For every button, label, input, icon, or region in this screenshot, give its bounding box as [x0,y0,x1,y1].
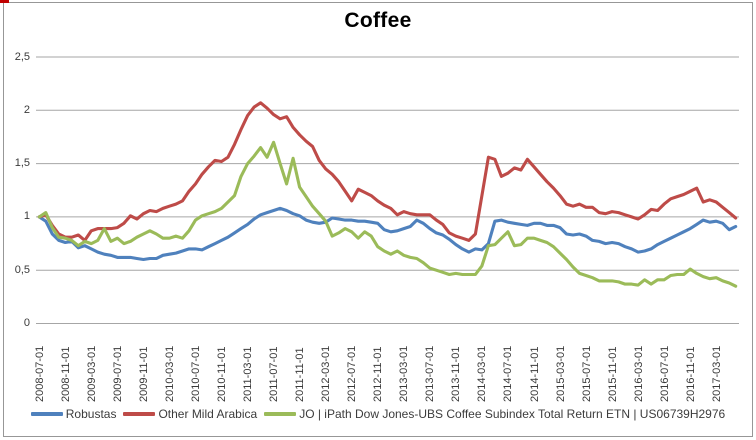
y-axis-tick-label: 1,5 [14,157,30,170]
x-axis-tick-label: 2010-11-01 [216,346,228,402]
x-axis-tick-label: 2010-07-01 [190,345,202,402]
x-axis-tick-label: 2017-03-01 [710,345,723,402]
y-axis-tick-label: 1 [23,210,30,223]
legend-item-1: Other Mild Arabica [123,407,257,421]
y-axis-tick-label: 0 [23,317,30,329]
x-axis-tick-label: 2011-07-01 [268,346,281,402]
y-axis-tick-label: 2,5 [14,50,30,63]
x-axis-tick-label: 2016-03-01 [632,345,645,402]
x-axis-tick-label: 2014-07-01 [502,345,515,402]
x-axis-tick-label: 2014-11-01 [528,346,541,402]
x-axis-tick-label: 2016-11-01 [684,346,697,402]
x-axis-tick-label: 2009-03-01 [85,345,98,402]
x-axis-tick-label: 2009-11-01 [137,346,150,402]
legend-label: Robustas [65,407,117,421]
legend-label: Other Mild Arabica [158,407,258,421]
chart-border [3,2,753,437]
x-axis-tick-label: 2008-11-01 [59,346,72,402]
legend-item-2: JO | iPath Dow Jones-UBS Coffee Subindex… [264,407,725,421]
chart-legend: Robustas Other Mild Arabica JO | iPath Dow… [0,407,756,421]
x-axis-tick-label: 2011-11-01 [294,347,307,402]
x-axis-tick-label: 2014-03-01 [476,345,489,402]
x-axis-tick-label: 2013-07-01 [424,345,437,402]
series-line-1 [37,101,738,242]
x-axis-tick-label: 2015-07-01 [580,345,593,402]
x-axis-tick-label: 2009-07-01 [111,345,124,402]
x-axis-tick-label: 2015-03-01 [554,345,567,402]
x-axis-tick-label: 2011-03-01 [242,346,255,402]
x-axis-tick-label: 2016-07-01 [658,345,671,402]
y-axis-tick-label: 2 [23,103,30,116]
x-axis-tick-label: 2013-03-01 [398,345,411,402]
x-axis-tick-label: 2012-11-01 [372,346,385,402]
legend-item-0: Robustas [30,407,117,421]
x-axis-tick-label: 2008-07-01 [33,345,46,402]
series-line-0 [37,206,738,262]
corner-mark [0,0,9,3]
x-axis-tick-label: 2012-07-01 [346,345,359,402]
legend-label: JO | iPath Dow Jones-UBS Coffee Subindex… [299,407,726,421]
x-axis-tick-label: 2015-11-01 [606,346,619,402]
series-line-2 [37,140,738,288]
y-axis-tick-label: 0,5 [14,263,30,276]
legend-line-swatch [123,412,156,416]
x-axis-tick-label: 2012-03-01 [320,345,333,402]
legend-line-swatch [264,412,297,416]
x-axis-tick-label: 2010-03-01 [163,345,176,402]
chart-title: Coffee [344,9,412,32]
legend-line-swatch [30,412,63,416]
x-axis-tick-label: 2013-11-01 [450,346,463,402]
